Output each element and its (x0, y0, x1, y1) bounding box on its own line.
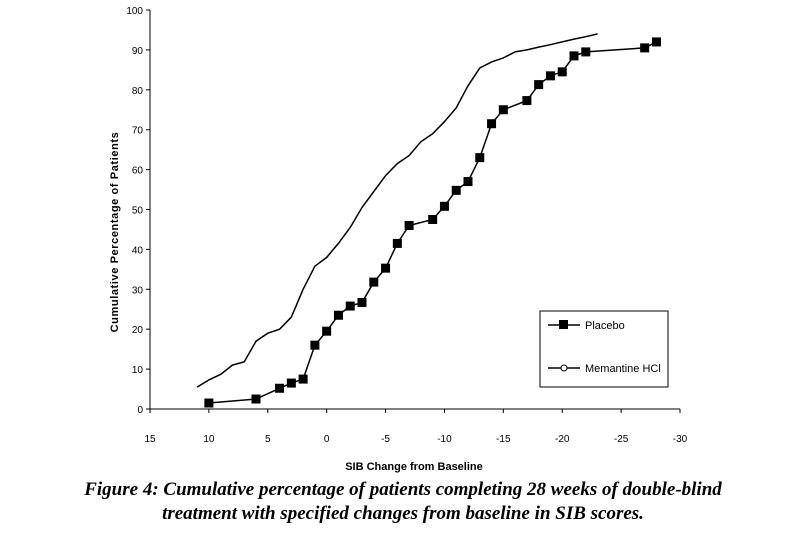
data-point-placebo (487, 119, 497, 129)
series-line-memantine-hcl (196, 33, 598, 388)
data-point-placebo (345, 301, 355, 311)
legend-label-placebo: Placebo (585, 320, 625, 332)
x-tick-label: -5 (381, 434, 390, 445)
data-point-placebo (251, 394, 261, 404)
legend-label-memantine: Memantine HCl (585, 363, 661, 375)
data-point-placebo (392, 238, 402, 248)
data-point-placebo (475, 153, 485, 163)
series-layer (196, 33, 661, 408)
data-point-placebo (581, 47, 591, 57)
x-axis-title: SIB Change from Baseline (345, 461, 483, 473)
x-tick-label: -25 (614, 434, 629, 445)
y-tick-label: 60 (132, 166, 144, 177)
data-point-placebo (557, 67, 567, 77)
y-tick-label: 90 (132, 46, 144, 57)
data-point-placebo (204, 398, 214, 408)
data-point-placebo (451, 185, 461, 195)
data-point-placebo (404, 220, 414, 230)
caption-line-2: treatment with specified changes from ba… (162, 503, 644, 524)
y-tick-label: 70 (132, 126, 144, 137)
data-point-placebo (428, 214, 438, 224)
y-tick-label: 0 (137, 405, 143, 416)
data-point-placebo (275, 383, 285, 393)
x-tick-label: 15 (144, 434, 156, 445)
legend-marker-placebo (559, 320, 568, 329)
x-tick-label: -15 (496, 434, 511, 445)
data-point-placebo (322, 326, 332, 336)
x-tick-label: -10 (437, 434, 452, 445)
y-tick-label: 100 (126, 6, 143, 17)
data-point-placebo (357, 297, 367, 307)
x-tick-label: -30 (673, 434, 688, 445)
data-point-placebo (286, 378, 296, 388)
y-tick-label: 80 (132, 86, 144, 97)
data-point-placebo (522, 96, 532, 106)
data-point-placebo (333, 310, 343, 320)
x-tick-label: 0 (324, 434, 330, 445)
data-point-placebo (381, 263, 391, 273)
caption-line-1: Figure 4: Cumulative percentage of patie… (84, 479, 722, 500)
data-point-placebo (439, 201, 449, 211)
data-point-placebo (369, 277, 379, 287)
x-tick-label: 10 (203, 434, 215, 445)
data-point-placebo (463, 177, 473, 187)
y-tick-label: 50 (132, 206, 144, 217)
legend-marker-memantine (560, 364, 568, 372)
legend: Placebo Memantine HCl (539, 310, 669, 388)
data-point-placebo (310, 340, 320, 350)
y-axis-title: Cumulative Percentage of Patients (109, 132, 121, 333)
data-point-placebo (651, 37, 661, 47)
data-point-placebo (298, 374, 308, 384)
y-tick-label: 20 (132, 325, 144, 336)
data-point-placebo (498, 105, 508, 115)
y-tick-label: 40 (132, 245, 144, 256)
x-tick-label: -20 (555, 434, 570, 445)
y-tick-label: 10 (132, 365, 144, 376)
figure-caption: Figure 4: Cumulative percentage of patie… (0, 478, 806, 526)
x-tick-label: 5 (265, 434, 271, 445)
data-point-placebo (569, 51, 579, 61)
data-point-placebo (640, 43, 650, 53)
data-point-placebo (545, 71, 555, 81)
data-point-placebo (534, 80, 544, 90)
y-tick-label: 30 (132, 285, 144, 296)
